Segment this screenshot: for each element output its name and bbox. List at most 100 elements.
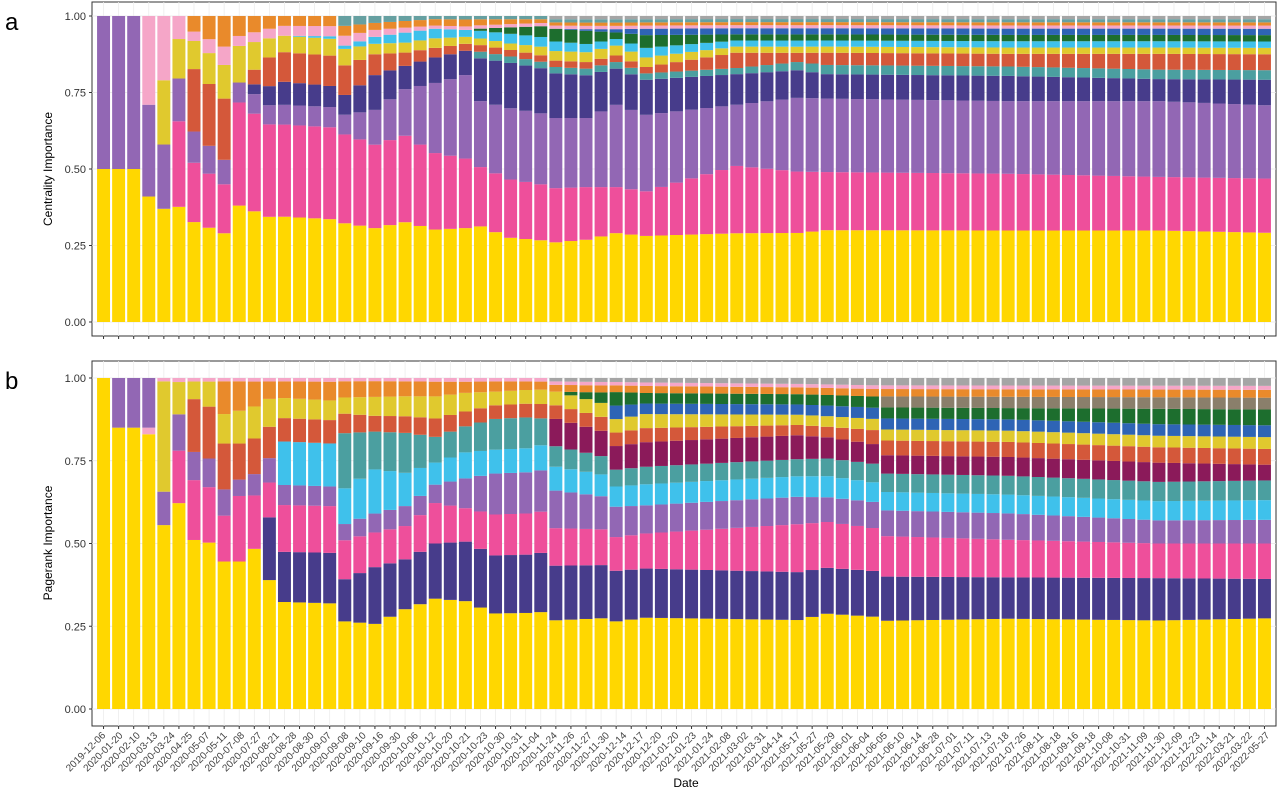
bar-segment (1016, 431, 1030, 443)
bar-segment (594, 456, 608, 475)
bar-segment (835, 460, 849, 479)
bar-segment (534, 46, 548, 56)
bar-segment (428, 19, 442, 26)
bar-segment (624, 619, 638, 709)
bar-segment (986, 19, 1000, 23)
bar-segment (473, 30, 487, 39)
bar-segment (850, 406, 864, 418)
bar-segment (775, 40, 789, 47)
bar-segment (881, 389, 895, 397)
bar-segment (639, 79, 653, 115)
bar-segment (669, 618, 683, 709)
bar-segment (383, 21, 397, 29)
bar-segment (458, 378, 472, 382)
bar-segment (1092, 25, 1106, 29)
bar-segment (1242, 409, 1256, 426)
bar-segment (338, 621, 352, 709)
bar-segment (820, 426, 834, 438)
bar-segment (941, 65, 955, 76)
bar-segment (564, 449, 578, 470)
bar-segment (1182, 47, 1196, 54)
bar-segment (1122, 499, 1136, 519)
bar-segment (850, 395, 864, 407)
bar-segment (865, 16, 879, 20)
bar-segment (262, 482, 276, 518)
bar-segment (1182, 424, 1196, 437)
bar-segment (609, 55, 623, 63)
bar-segment (549, 22, 563, 26)
bar-segment (805, 19, 819, 23)
bar-segment (368, 228, 382, 322)
bar-segment (730, 34, 744, 41)
bar-segment (1227, 178, 1241, 233)
bar-segment (685, 25, 699, 29)
bar-segment (1107, 101, 1121, 176)
bar-segment (1107, 577, 1121, 620)
bar-segment (805, 231, 819, 322)
bar-segment (247, 381, 261, 407)
bar-segment (428, 418, 442, 437)
bar-segment (504, 179, 518, 238)
bar-segment (564, 409, 578, 423)
bar-segment (1077, 22, 1091, 26)
bar-segment (986, 230, 1000, 322)
bar-segment (820, 384, 834, 388)
bar-segment (473, 101, 487, 168)
bar-segment (820, 25, 834, 29)
bar-segment (1061, 67, 1075, 78)
bar-segment (730, 500, 744, 528)
bar-segment (232, 443, 246, 480)
bar-segment (1046, 619, 1060, 709)
bar-segment (323, 16, 337, 27)
bar-segment (911, 47, 925, 54)
bar-segment (775, 19, 789, 23)
bar-segment (685, 16, 699, 20)
bar-segment (926, 25, 940, 29)
bar-segment (1182, 436, 1196, 448)
bar-segment (142, 104, 156, 197)
bar-segment (157, 16, 171, 81)
bar-segment (1227, 448, 1241, 465)
bar-segment (383, 509, 397, 530)
bar-segment (172, 16, 186, 40)
bar-segment (805, 476, 819, 498)
bar-segment (1122, 19, 1136, 23)
bar-segment (865, 172, 879, 231)
bar-segment (458, 381, 472, 393)
bar-segment (353, 24, 367, 33)
bar-segment (941, 100, 955, 174)
bar-segment (1197, 69, 1211, 80)
bar-segment (986, 66, 1000, 76)
bar-segment (926, 40, 940, 48)
bar-segment (338, 488, 352, 525)
bar-segment (685, 618, 699, 709)
bar-segment (1212, 28, 1226, 36)
bar-segment (564, 16, 578, 20)
bar-segment (232, 205, 246, 322)
bar-segment (669, 111, 683, 183)
y-tick-label: 0.50 (65, 164, 86, 176)
bar-segment (775, 459, 789, 478)
bar-segment (489, 473, 503, 515)
bar-segment (881, 65, 895, 75)
bar-segment (262, 124, 276, 217)
bar-segment (1257, 378, 1271, 386)
bar-segment (986, 100, 1000, 174)
bar-segment (277, 378, 291, 382)
bar-segment (911, 99, 925, 173)
bar-segment (669, 378, 683, 383)
bar-segment (730, 233, 744, 322)
bar-segment (805, 497, 819, 524)
bar-segment (1182, 69, 1196, 80)
panel-a-plot: 0.000.250.500.751.00 (65, 1, 1277, 339)
bar-segment (654, 28, 668, 35)
bar-segment (820, 40, 834, 47)
bar-segment (1016, 41, 1030, 48)
bar-segment (669, 482, 683, 504)
bar-segment (1016, 47, 1030, 54)
bar-segment (926, 474, 940, 493)
bar-segment (504, 237, 518, 322)
bar-segment (1257, 385, 1271, 390)
bar-segment (700, 108, 714, 175)
bar-segment (926, 34, 940, 41)
